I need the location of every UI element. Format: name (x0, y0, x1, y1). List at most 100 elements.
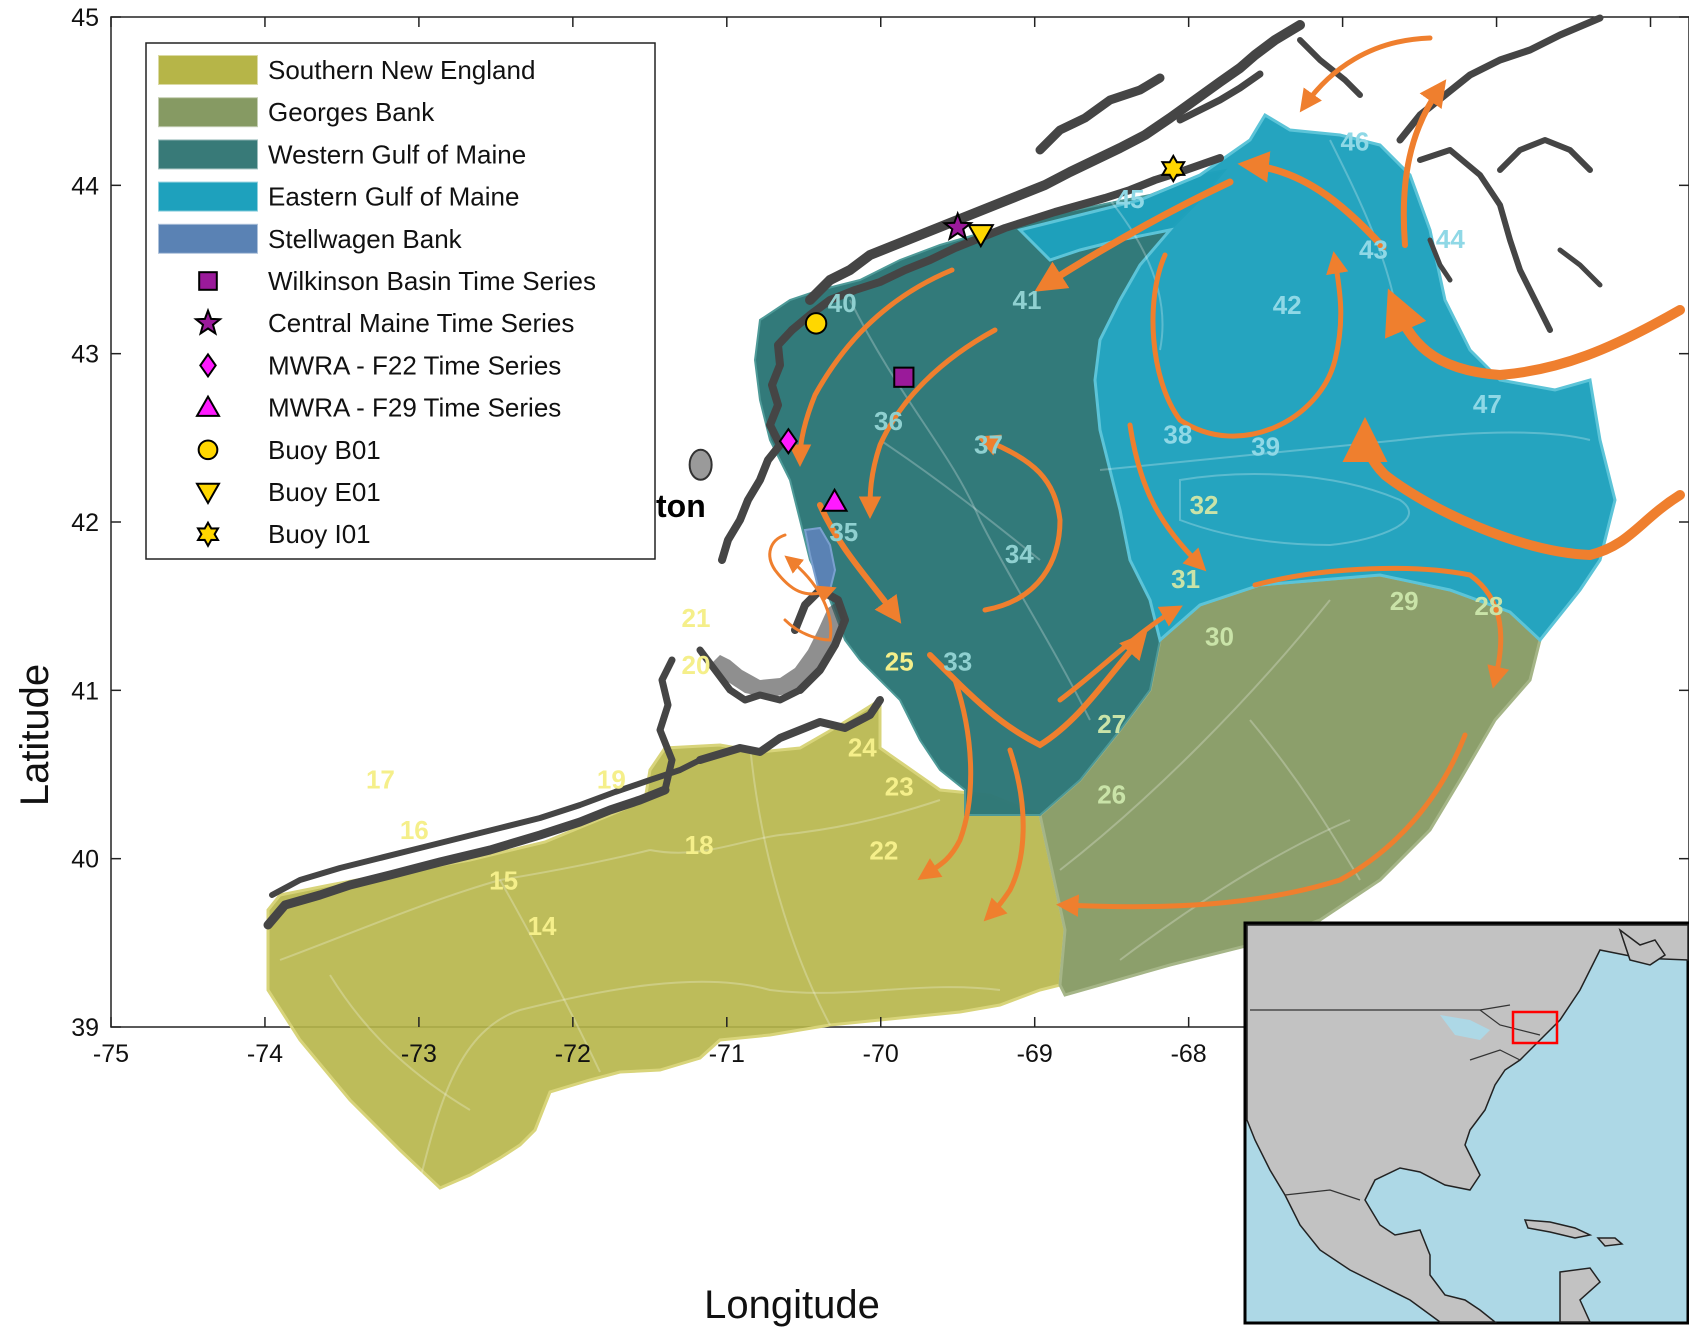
zone-label-21: 21 (682, 603, 711, 633)
zone-label-39: 39 (1251, 431, 1280, 461)
boston-marker (688, 448, 713, 481)
zone-label-20: 20 (682, 650, 711, 680)
station-marker-0 (893, 366, 915, 388)
legend-label-0: Southern New England (268, 55, 535, 85)
legend-marker-1 (193, 307, 223, 336)
zone-label-19: 19 (597, 765, 626, 795)
zone-label-29: 29 (1390, 586, 1419, 616)
zone-label-34: 34 (1005, 539, 1034, 569)
inset-study-area-box (1511, 1010, 1559, 1045)
x-tick-label: -71 (709, 1040, 745, 1068)
stations (778, 153, 1186, 512)
zone-label-42: 42 (1273, 290, 1302, 320)
legend-marker-6 (196, 520, 220, 548)
zone-label-22: 22 (869, 835, 898, 865)
legend-swatch-2 (157, 138, 259, 171)
legend-label-4: Stellwagen Bank (268, 224, 463, 254)
legend-marker-4 (197, 439, 219, 461)
zone-label-16: 16 (400, 815, 429, 845)
zone-label-41: 41 (1013, 285, 1042, 315)
y-tick-label: 39 (71, 1014, 99, 1042)
zone-label-31: 31 (1171, 564, 1200, 594)
y-axis-ticks: 39 40 41 42 43 44 45 (71, 4, 1689, 1042)
zone-label-30: 30 (1205, 621, 1234, 651)
legend-marker-0 (198, 271, 218, 291)
zone-label-28: 28 (1474, 591, 1503, 621)
zone-label-43: 43 (1359, 234, 1388, 264)
x-tick-label: -74 (247, 1040, 283, 1068)
inset-lakes (1440, 1015, 1490, 1040)
legend-label-3: Eastern Gulf of Maine (268, 182, 519, 212)
y-tick-label: 43 (71, 341, 99, 369)
zone-label-25: 25 (885, 647, 914, 677)
legend-label-1: Georges Bank (268, 97, 435, 127)
legend-box (145, 42, 656, 560)
x-tick-label: -69 (1017, 1040, 1053, 1068)
station-marker-3 (820, 487, 849, 512)
legend-station-label-5: Buoy E01 (268, 477, 381, 507)
legend-station-label-4: Buoy B01 (268, 435, 381, 465)
zone-label-17: 17 (366, 765, 395, 795)
zone-label-24: 24 (848, 733, 877, 763)
y-tick-label: 45 (71, 4, 99, 32)
legend-station-label-3: MWRA - F29 Time Series (268, 393, 561, 423)
zone-label-38: 38 (1163, 419, 1192, 449)
legend-label-2: Western Gulf of Maine (268, 139, 526, 169)
zone-label-44: 44 (1436, 224, 1465, 254)
zone-label-46: 46 (1340, 127, 1369, 157)
zone-label-47: 47 (1473, 389, 1502, 419)
zone-label-45: 45 (1116, 184, 1145, 214)
current-arrows (768, 35, 1685, 922)
x-tick-label: -75 (93, 1040, 129, 1068)
x-tick-label: -68 (1171, 1040, 1207, 1068)
subregion-boundaries (279, 139, 1591, 1181)
zone-label-18: 18 (685, 830, 714, 860)
y-tick-label: 44 (71, 172, 99, 200)
legend-station-label-6: Buoy I01 (268, 519, 371, 549)
y-tick-label: 41 (71, 677, 99, 705)
arrow-maine-coastal-current (1034, 178, 1234, 292)
x-tick-label: -73 (401, 1040, 437, 1068)
zone-label-26: 26 (1097, 780, 1126, 810)
zone-label-27: 27 (1097, 709, 1126, 739)
legend-swatch-0 (157, 54, 259, 86)
station-marker-2 (778, 427, 799, 455)
x-tick-label: -70 (863, 1040, 899, 1068)
station-marker-6 (1160, 153, 1186, 184)
zone-label-14: 14 (528, 911, 557, 941)
station-marker-4 (804, 312, 828, 335)
zone-label-35: 35 (829, 517, 858, 547)
zone-label-23: 23 (885, 771, 914, 801)
cape-cod (710, 600, 845, 698)
legend-marker-5 (195, 482, 221, 506)
x-tick-label: -72 (555, 1040, 591, 1068)
legend-swatch-1 (157, 96, 259, 129)
inset-borders (1250, 1004, 1541, 1201)
legend-station-label-2: MWRA - F22 Time Series (268, 350, 561, 380)
zone-label-32: 32 (1190, 490, 1219, 520)
y-tick-label: 40 (71, 846, 99, 874)
legend-swatch-3 (157, 180, 259, 213)
coastline (263, 14, 1604, 930)
zone-label-40: 40 (828, 288, 857, 318)
inset-map (1243, 921, 1689, 1325)
inset-land (1246, 924, 1689, 1323)
x-axis-label: Longitude (704, 1283, 880, 1327)
legend-marker-2 (199, 352, 217, 379)
zone-label-37: 37 (974, 430, 1003, 460)
region-eastern-gulf-of-maine (1017, 112, 1617, 643)
legend-marker-3 (195, 394, 221, 417)
zone-label-15: 15 (489, 866, 518, 896)
station-marker-1 (941, 210, 974, 241)
zone-label-36: 36 (874, 406, 903, 436)
legend: Southern New England Georges Bank Western … (145, 42, 656, 560)
legend-station-label-1: Central Maine Time Series (268, 308, 574, 338)
zone-label-33: 33 (943, 647, 972, 677)
legend-station-label-0: Wilkinson Basin Time Series (268, 266, 596, 296)
y-tick-label: 42 (71, 509, 99, 537)
legend-swatch-4 (157, 222, 259, 255)
y-axis-label: Latitude (13, 664, 57, 806)
station-marker-5 (967, 224, 995, 249)
